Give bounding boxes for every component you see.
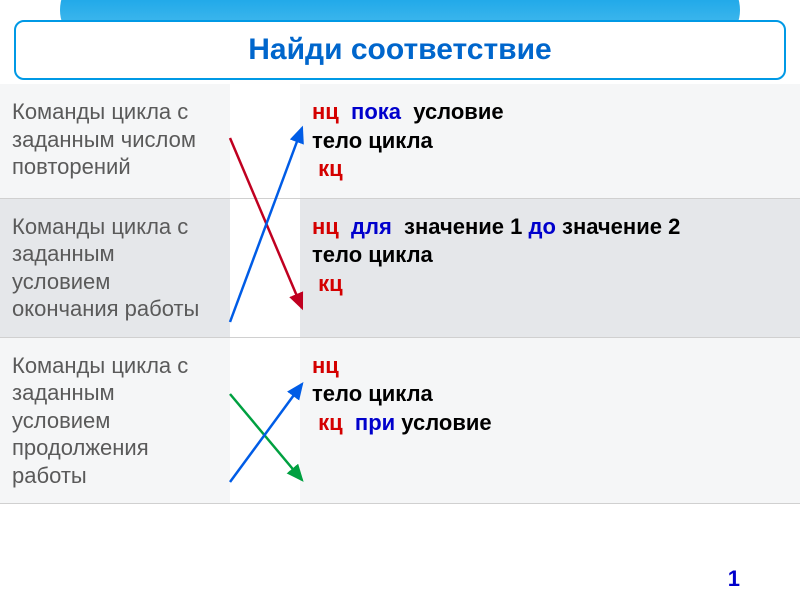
table-row: Команды цикла с заданным числом повторен… — [0, 84, 800, 199]
left-description: Команды цикла с заданным условием оконча… — [0, 199, 230, 337]
connector-gap — [230, 199, 300, 337]
slide-title: Найди соответствие — [14, 20, 786, 80]
right-code: нц для значение 1 до значение 2 тело цик… — [300, 199, 800, 337]
right-code: нц пока условие тело цикла кц — [300, 84, 800, 198]
connector-gap — [230, 84, 300, 198]
table-row: Команды цикла с заданным условием оконча… — [0, 199, 800, 338]
left-description: Команды цикла с заданным условием продол… — [0, 338, 230, 504]
left-description: Команды цикла с заданным числом повторен… — [0, 84, 230, 198]
connector-gap — [230, 338, 300, 504]
slide-frame: Найди соответствие Команды цикла с задан… — [0, 0, 800, 600]
right-code: нц тело цикла кц при условие — [300, 338, 800, 504]
page-number: 1 — [728, 566, 740, 592]
table-row: Команды цикла с заданным условием продол… — [0, 338, 800, 505]
match-table: Команды цикла с заданным числом повторен… — [0, 84, 800, 600]
